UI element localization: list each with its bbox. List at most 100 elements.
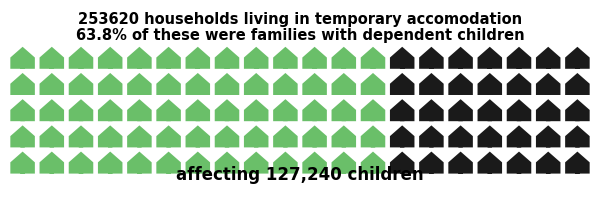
PathPatch shape <box>419 152 443 174</box>
PathPatch shape <box>448 152 473 174</box>
PathPatch shape <box>448 47 473 69</box>
PathPatch shape <box>273 47 298 69</box>
PathPatch shape <box>69 152 93 174</box>
PathPatch shape <box>536 99 560 121</box>
PathPatch shape <box>69 125 93 147</box>
PathPatch shape <box>10 73 35 95</box>
PathPatch shape <box>565 73 590 95</box>
PathPatch shape <box>478 99 502 121</box>
PathPatch shape <box>448 125 473 147</box>
PathPatch shape <box>127 47 152 69</box>
PathPatch shape <box>302 47 327 69</box>
PathPatch shape <box>332 152 356 174</box>
PathPatch shape <box>536 47 560 69</box>
PathPatch shape <box>185 47 210 69</box>
PathPatch shape <box>332 99 356 121</box>
Text: affecting 127,240 children: affecting 127,240 children <box>176 166 424 184</box>
PathPatch shape <box>332 47 356 69</box>
PathPatch shape <box>69 73 93 95</box>
PathPatch shape <box>185 73 210 95</box>
PathPatch shape <box>127 152 152 174</box>
PathPatch shape <box>69 99 93 121</box>
PathPatch shape <box>565 152 590 174</box>
PathPatch shape <box>419 99 443 121</box>
PathPatch shape <box>565 99 590 121</box>
PathPatch shape <box>244 99 268 121</box>
PathPatch shape <box>507 99 531 121</box>
PathPatch shape <box>565 47 590 69</box>
PathPatch shape <box>215 99 239 121</box>
PathPatch shape <box>390 47 415 69</box>
PathPatch shape <box>390 99 415 121</box>
PathPatch shape <box>127 125 152 147</box>
PathPatch shape <box>507 125 531 147</box>
PathPatch shape <box>273 152 298 174</box>
PathPatch shape <box>390 152 415 174</box>
PathPatch shape <box>40 99 64 121</box>
PathPatch shape <box>302 152 327 174</box>
PathPatch shape <box>98 99 122 121</box>
Text: 63.8% of these were families with dependent children: 63.8% of these were families with depend… <box>76 28 524 43</box>
PathPatch shape <box>215 47 239 69</box>
PathPatch shape <box>10 125 35 147</box>
PathPatch shape <box>185 152 210 174</box>
PathPatch shape <box>157 99 181 121</box>
PathPatch shape <box>361 47 385 69</box>
PathPatch shape <box>185 125 210 147</box>
PathPatch shape <box>390 73 415 95</box>
PathPatch shape <box>478 47 502 69</box>
PathPatch shape <box>302 125 327 147</box>
PathPatch shape <box>361 152 385 174</box>
PathPatch shape <box>98 125 122 147</box>
PathPatch shape <box>10 47 35 69</box>
PathPatch shape <box>332 73 356 95</box>
Text: 253620 households living in temporary accomodation: 253620 households living in temporary ac… <box>78 12 522 27</box>
PathPatch shape <box>40 125 64 147</box>
PathPatch shape <box>98 73 122 95</box>
PathPatch shape <box>536 125 560 147</box>
PathPatch shape <box>565 125 590 147</box>
PathPatch shape <box>98 152 122 174</box>
PathPatch shape <box>273 125 298 147</box>
PathPatch shape <box>448 99 473 121</box>
PathPatch shape <box>478 125 502 147</box>
PathPatch shape <box>157 152 181 174</box>
PathPatch shape <box>127 73 152 95</box>
PathPatch shape <box>10 99 35 121</box>
PathPatch shape <box>419 47 443 69</box>
PathPatch shape <box>40 47 64 69</box>
PathPatch shape <box>244 125 268 147</box>
PathPatch shape <box>507 47 531 69</box>
PathPatch shape <box>40 73 64 95</box>
PathPatch shape <box>536 73 560 95</box>
PathPatch shape <box>478 152 502 174</box>
PathPatch shape <box>157 125 181 147</box>
PathPatch shape <box>390 125 415 147</box>
PathPatch shape <box>215 73 239 95</box>
PathPatch shape <box>185 99 210 121</box>
PathPatch shape <box>40 152 64 174</box>
PathPatch shape <box>10 152 35 174</box>
PathPatch shape <box>507 73 531 95</box>
PathPatch shape <box>157 47 181 69</box>
PathPatch shape <box>215 152 239 174</box>
PathPatch shape <box>127 99 152 121</box>
PathPatch shape <box>332 125 356 147</box>
PathPatch shape <box>302 99 327 121</box>
PathPatch shape <box>244 73 268 95</box>
PathPatch shape <box>273 99 298 121</box>
PathPatch shape <box>98 47 122 69</box>
PathPatch shape <box>361 125 385 147</box>
PathPatch shape <box>419 125 443 147</box>
PathPatch shape <box>215 125 239 147</box>
PathPatch shape <box>302 73 327 95</box>
PathPatch shape <box>419 73 443 95</box>
PathPatch shape <box>244 152 268 174</box>
PathPatch shape <box>478 73 502 95</box>
PathPatch shape <box>273 73 298 95</box>
PathPatch shape <box>361 73 385 95</box>
PathPatch shape <box>536 152 560 174</box>
PathPatch shape <box>448 73 473 95</box>
PathPatch shape <box>361 99 385 121</box>
PathPatch shape <box>244 47 268 69</box>
